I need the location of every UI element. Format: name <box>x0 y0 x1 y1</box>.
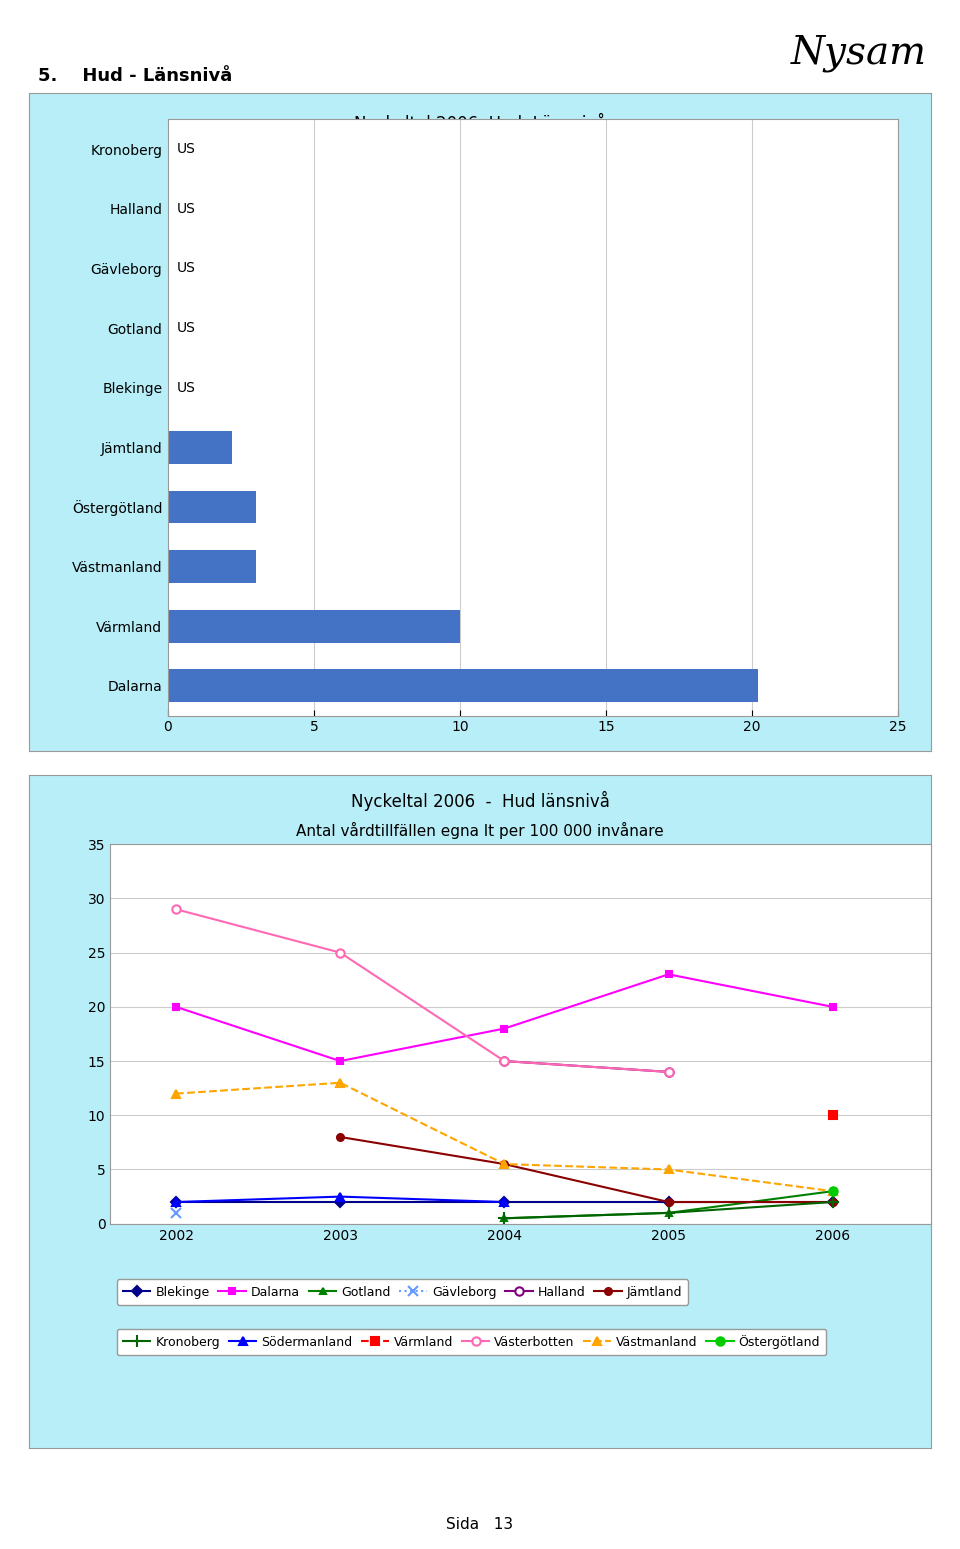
Bar <box>168 669 757 702</box>
Text: Nyckeltal 2006  Hud  Länsnivå: Nyckeltal 2006 Hud Länsnivå <box>354 113 606 133</box>
Text: Sida   13: Sida 13 <box>446 1516 514 1532</box>
Bar <box>168 491 255 524</box>
Text: US: US <box>177 262 196 276</box>
Text: Nyckeltal 2006  -  Hud länsnivå: Nyckeltal 2006 - Hud länsnivå <box>350 792 610 812</box>
Legend: Kronoberg, Södermanland, Värmland, Västerbotten, Västmanland, Östergötland: Kronoberg, Södermanland, Värmland, Väste… <box>117 1329 827 1355</box>
Text: 5.    Hud - Länsnivå: 5. Hud - Länsnivå <box>38 67 232 85</box>
Text: Nysam: Nysam <box>791 34 927 71</box>
Text: Antal VTF per 100.000 inv: Antal VTF per 100.000 inv <box>372 166 588 183</box>
Text: US: US <box>177 321 196 335</box>
Bar <box>168 610 460 643</box>
Text: US: US <box>177 381 196 395</box>
Bar <box>168 550 255 582</box>
Text: US: US <box>177 201 196 215</box>
Text: US: US <box>177 143 196 156</box>
Bar <box>168 431 232 463</box>
Text: Antal vårdtillfällen egna lt per 100 000 invånare: Antal vårdtillfällen egna lt per 100 000… <box>296 821 664 838</box>
